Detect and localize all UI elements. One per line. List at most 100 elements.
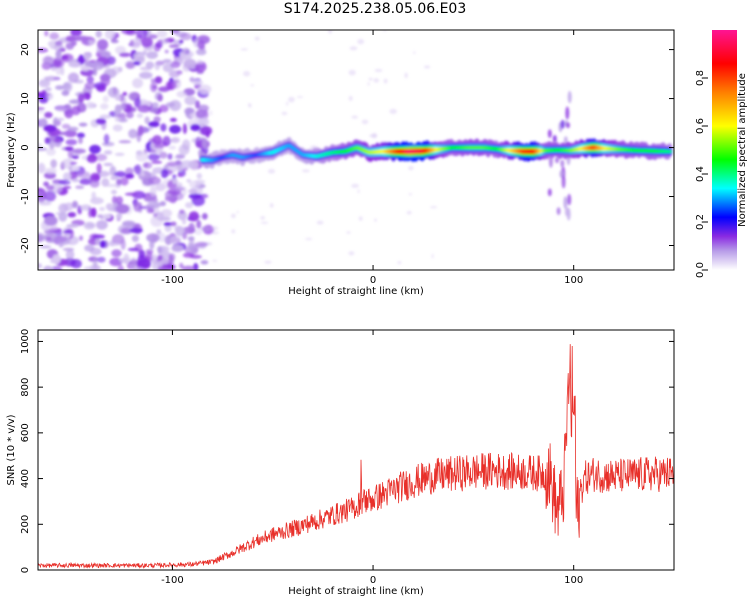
heatmap-noise-blob — [72, 148, 86, 154]
heatmap-noise-blob — [112, 124, 123, 132]
heatmap-noise-blob — [65, 249, 75, 260]
heatmap-noise-blob — [135, 151, 149, 162]
heatmap-noise-blob — [103, 133, 110, 145]
heatmap-speckle — [286, 101, 289, 106]
heatmap-speckle — [430, 206, 438, 209]
heatmap-spike-blob — [567, 193, 572, 206]
heatmap-noise-blob — [45, 185, 55, 191]
heatmap-noise-blob — [64, 129, 77, 138]
heatmap-noise-blob — [162, 135, 171, 147]
heatmap-noise-blob — [96, 220, 108, 230]
heatmap-spike-blob — [565, 106, 570, 120]
heatmap-speckle — [264, 260, 272, 264]
heatmap-speckle — [383, 78, 388, 84]
x-tick-label: 0 — [370, 575, 376, 586]
heatmap-spike-blob — [564, 207, 569, 217]
heatmap-noise-blob — [83, 221, 96, 230]
heatmap-noise-blob — [96, 256, 106, 263]
heatmap-noise-blob — [109, 257, 123, 267]
heatmap-spike-blob — [566, 122, 570, 129]
heatmap-noise-blob — [159, 201, 166, 207]
heatmap-noise-blob — [182, 167, 189, 171]
y-tick-label: 400 — [20, 469, 31, 488]
snr-data — [38, 344, 674, 569]
heatmap-noise-blob — [80, 65, 90, 72]
y-tick-label: 200 — [20, 515, 31, 534]
y-axis-label: SNR (10 * v/v) — [6, 414, 17, 485]
heatmap-noise-blob — [135, 30, 148, 39]
heatmap-ridge — [199, 137, 673, 169]
heatmap-noise-blob — [129, 39, 134, 47]
heatmap-noise-blob — [160, 168, 169, 179]
colorbar-tick-label: 0.8 — [695, 70, 706, 86]
heatmap-noise-blob — [125, 61, 135, 69]
heatmap-noise-blob — [58, 179, 71, 186]
heatmap-speckle — [367, 82, 370, 86]
heatmap-noise-blob — [99, 206, 105, 212]
heatmap-noise-blob — [149, 186, 157, 197]
heatmap-ridge-core — [667, 149, 673, 154]
heatmap-noise-blob — [182, 252, 195, 258]
heatmap-spike-blob — [547, 188, 552, 197]
heatmap-noise-blob — [169, 117, 177, 122]
heatmap-noise-blob — [45, 92, 54, 100]
heatmap-noise-blob — [124, 192, 139, 196]
heatmap-noise-blob — [200, 226, 210, 232]
heatmap-noise-blob — [156, 229, 162, 235]
heatmap-noise-blob — [52, 57, 65, 69]
heatmap-speckle — [250, 84, 255, 87]
heatmap-noise-blob — [182, 123, 187, 135]
heatmap-noise-blob — [107, 87, 120, 98]
heatmap-noise-blob — [146, 208, 155, 214]
heatmap-noise-blob — [54, 235, 68, 243]
heatmap-noise-blob — [146, 233, 160, 243]
heatmap-noise-blob — [43, 124, 57, 132]
heatmap-noise-blob — [188, 211, 200, 222]
heatmap-noise-blob — [149, 107, 158, 113]
heatmap-noise-blob — [92, 234, 105, 239]
heatmap-noise-blob — [93, 257, 98, 268]
heatmap-noise-blob — [120, 239, 126, 251]
heatmap-speckle — [349, 46, 358, 51]
x-axis-label: Height of straight line (km) — [288, 586, 424, 597]
heatmap-noise-blob — [168, 79, 180, 84]
heatmap-noise-blob — [55, 50, 62, 58]
heatmap-speckle — [373, 78, 380, 83]
heatmap-noise-blob — [158, 232, 166, 243]
heatmap-noise-blob — [77, 93, 85, 104]
heatmap-noise-blob — [187, 236, 195, 241]
y-tick-label: -10 — [20, 188, 31, 204]
heatmap-noise-blob — [159, 258, 170, 265]
heatmap-noise-blob — [49, 266, 63, 270]
heatmap-noise-blob — [92, 174, 100, 181]
heatmap-noise-blob — [144, 197, 158, 203]
heatmap-noise-blob — [95, 153, 108, 162]
heatmap-noise-blob — [122, 220, 136, 227]
heatmap-noise-blob — [117, 118, 128, 123]
heatmap-noise-blob — [44, 111, 53, 119]
heatmap-noise-blob — [38, 263, 43, 269]
heatmap-noise-blob — [157, 93, 163, 102]
heatmap-noise-blob — [175, 154, 186, 159]
heatmap-noise-blob — [181, 265, 196, 270]
heatmap-speckle — [212, 259, 218, 262]
heatmap-noise-blob — [38, 201, 52, 206]
heatmap-speckle — [431, 253, 434, 259]
heatmap-noise-blob — [89, 144, 101, 154]
colorbar: 0.0 0.2 0.4 0.6 0.8 Normalized spectral ampli… — [695, 30, 748, 278]
heatmap-noise-blob — [68, 72, 79, 83]
heatmap-noise-blob — [76, 132, 85, 138]
heatmap-speckle — [248, 103, 251, 106]
heatmap-noise-blob — [195, 109, 207, 119]
heatmap-noise-blob — [197, 39, 205, 50]
heatmap-noise-blob — [111, 189, 117, 195]
heatmap-noise-blob — [66, 224, 79, 228]
heatmap-speckle — [260, 216, 266, 220]
heatmap-noise-blob — [152, 102, 159, 109]
heatmap-noise-blob — [156, 30, 168, 38]
heatmap-speckle — [260, 221, 269, 224]
heatmap-noise-blob — [171, 244, 184, 252]
heatmap-noise-blob — [175, 160, 182, 166]
heatmap-noise-blob — [44, 137, 51, 145]
